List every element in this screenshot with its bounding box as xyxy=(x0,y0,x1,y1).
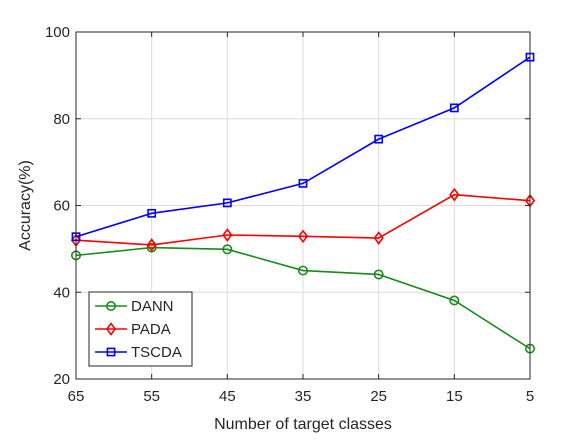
legend-item-tscda: TSCDA xyxy=(95,344,182,361)
series-line-tscda xyxy=(75,56,531,238)
data-point-tscda xyxy=(147,208,157,218)
legend-marker xyxy=(106,300,117,311)
data-point-pada xyxy=(222,228,233,242)
y-tick-label: 40 xyxy=(53,284,70,301)
x-tick-label: 65 xyxy=(68,388,85,405)
data-point-pada xyxy=(449,187,460,202)
series-tscda xyxy=(71,52,535,242)
legend-label: PADA xyxy=(131,321,171,338)
legend-label: TSCDA xyxy=(131,344,182,361)
legend-label: DANN xyxy=(131,298,174,315)
y-tick-label: 100 xyxy=(45,24,70,41)
x-tick-label: 55 xyxy=(143,388,160,405)
series-line-dann xyxy=(75,246,531,350)
series-pada xyxy=(70,187,536,252)
data-point-tscda xyxy=(222,198,232,208)
data-point-tscda xyxy=(449,103,459,113)
data-point-tscda xyxy=(374,134,384,144)
legend-item-pada: PADA xyxy=(95,321,171,338)
legend-item-dann: DANN xyxy=(95,298,174,315)
data-point-dann xyxy=(449,295,460,306)
series-dann xyxy=(71,242,535,354)
y-tick-label: 60 xyxy=(53,198,70,215)
x-tick-label: 15 xyxy=(446,388,463,405)
x-tick-label: 5 xyxy=(526,388,534,405)
x-tick-label: 45 xyxy=(219,388,236,405)
data-point-tscda xyxy=(298,178,308,188)
legend-marker xyxy=(106,347,116,357)
series-layer xyxy=(70,52,536,354)
y-tick-label: 20 xyxy=(53,371,70,388)
legend-marker xyxy=(105,322,117,336)
x-tick-label: 35 xyxy=(295,388,312,405)
data-point-pada xyxy=(146,238,157,252)
x-tick-label: 25 xyxy=(370,388,387,405)
x-axis-label: Number of target classes xyxy=(214,416,392,433)
data-point-pada xyxy=(373,231,384,245)
y-axis-label: Accuracy(%) xyxy=(17,160,34,251)
data-point-dann xyxy=(373,269,384,280)
data-point-pada xyxy=(297,229,309,244)
legend: DANN PADA TSCDA xyxy=(88,291,193,367)
axis-ticks: 65 55 45 35 25 15 5 20 40 60 80 100 xyxy=(45,24,534,405)
data-point-dann xyxy=(222,244,233,255)
data-point-dann xyxy=(297,265,308,276)
y-tick-label: 80 xyxy=(53,111,70,128)
series-line-pada xyxy=(75,193,531,246)
